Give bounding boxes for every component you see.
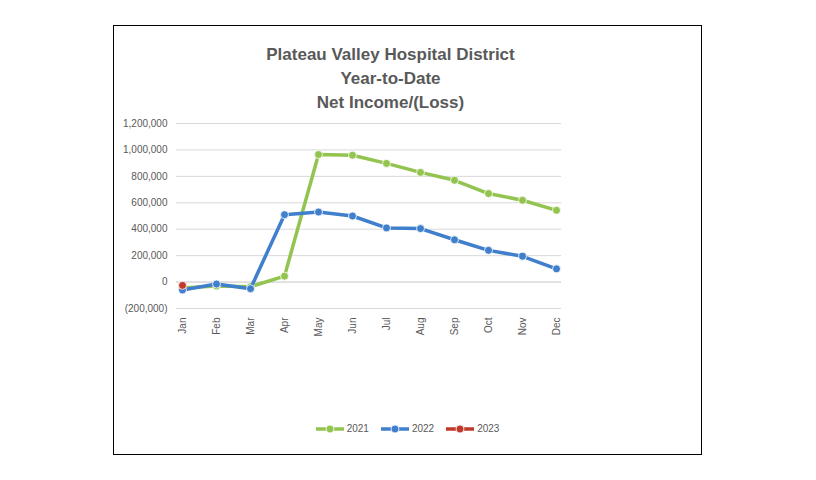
svg-text:Feb: Feb [211,317,222,335]
svg-text:1,000,000: 1,000,000 [123,144,168,155]
svg-text:(200,000): (200,000) [125,303,168,314]
html-text:2023: 2023 [477,423,500,434]
html-text:2022: 2022 [411,423,435,434]
svg-text:200,000: 200,000 [131,250,168,261]
svg-text:0: 0 [162,276,168,287]
svg-text:Jun: Jun [347,318,358,334]
svg-text:600,000: 600,000 [131,197,168,208]
svg-text:Mar: Mar [245,317,256,335]
svg-text:May: May [313,318,324,337]
svg-text:Sep: Sep [449,317,460,335]
html-text:2021: 2021 [346,423,369,434]
svg-text:1,200,000: 1,200,000 [123,118,168,129]
svg-text:Dec: Dec [551,318,562,336]
svg-text:Aug: Aug [415,318,426,336]
svg-text:Nov: Nov [517,318,528,336]
svg-text:Jan: Jan [177,318,188,334]
svg-text:Oct: Oct [483,317,494,333]
svg-text:800,000: 800,000 [131,171,168,182]
svg-text:Apr: Apr [279,317,290,333]
html-text:Plateau Valley Hospital Distri: Plateau Valley Hospital District Year-to… [266,45,515,112]
svg-text:Jul: Jul [381,318,392,331]
svg-text:400,000: 400,000 [131,223,168,234]
